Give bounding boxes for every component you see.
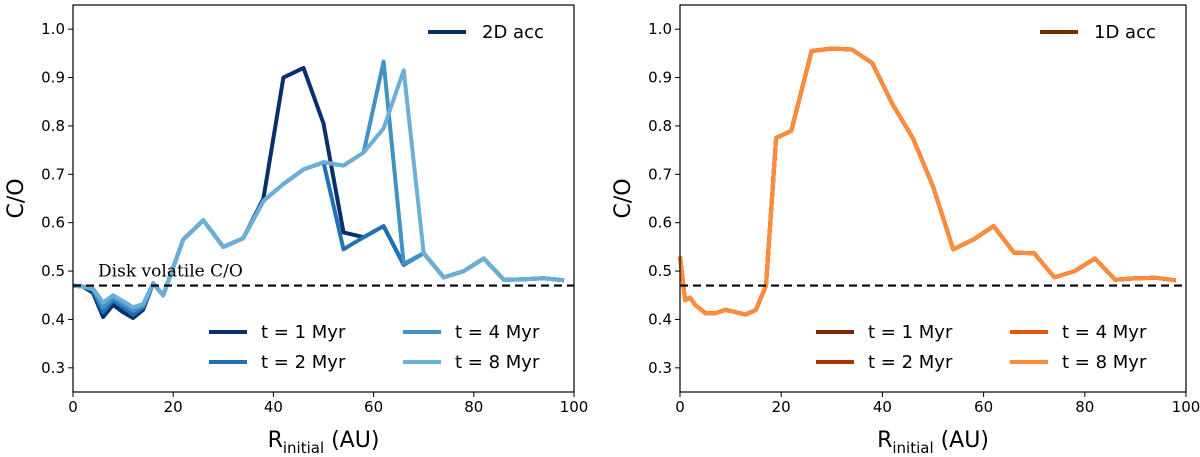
right-panel-series-1-line: [678, 46, 1177, 317]
left-panel-legend-label-3: t = 4 Myr: [455, 322, 540, 343]
right-panel-y-tick-label: 0.7: [648, 165, 672, 183]
right-panel-x-tick-label: 80: [1075, 398, 1094, 416]
right-panel-y-axis-label: C/O: [611, 178, 636, 218]
left-panel-x-tick-label: 0: [68, 398, 78, 416]
left-panel-x-tick-label: 40: [264, 398, 283, 416]
left-panel-axes-frame: [72, 4, 575, 393]
right-panel-top-legend: 1D acc: [1040, 22, 1156, 43]
right-panel-x-tick-label: 20: [772, 398, 791, 416]
left-panel-legend-label-2: t = 2 Myr: [261, 352, 346, 373]
right-panel-y-tick-label: 0.5: [648, 262, 672, 280]
right-panel-series-legend: t = 1 Myr t = 2 Myr t = 4 Myr t = 8 Myr: [816, 322, 1147, 373]
right-panel-y-tick-label: 0.6: [648, 214, 672, 232]
left-panel-y-tick-label: 1.0: [41, 20, 65, 38]
left-panel-y-tick-label: 0.3: [41, 359, 65, 377]
right-panel-legend-label-2: t = 2 Myr: [868, 352, 953, 373]
left-panel-y-tick-label: 0.8: [41, 117, 65, 135]
right-panel-y-tick-label: 0.9: [648, 69, 672, 87]
right-panel-x-tick-label: 0: [675, 398, 685, 416]
right-panel-legend-label-1: t = 1 Myr: [868, 322, 953, 343]
right-panel-series-3-line: [678, 46, 1177, 317]
left-panel-x-tick-label: 80: [464, 398, 483, 416]
right-panel-y-tick-label: 1.0: [648, 20, 672, 38]
left-panel-y-tick-label: 0.4: [41, 310, 65, 328]
left-panel-x-tick-label: 20: [164, 398, 183, 416]
left-panel: Disk volatile C/O 0 20 40 60 80 100 0.3 0.4 0.5 0.…: [4, 4, 589, 457]
right-panel-top-legend-label: 1D acc: [1094, 22, 1156, 43]
left-panel-y-tick-label: 0.7: [41, 165, 65, 183]
left-panel-series-2-line: [72, 160, 565, 317]
right-panel-y-tick-label: 0.8: [648, 117, 672, 135]
left-panel-y-tick-label: 0.5: [41, 262, 65, 280]
right-panel-x-tick-label: 60: [974, 398, 993, 416]
left-panel-x-tick-label: 60: [364, 398, 383, 416]
left-panel-y-tick-label: 0.6: [41, 214, 65, 232]
right-panel-series-4-line: [678, 46, 1177, 317]
right-panel-x-tick-label: 40: [873, 398, 892, 416]
right-panel-axes-frame: [679, 4, 1187, 393]
right-panel-x-tick-label: 100: [1172, 398, 1200, 416]
right-panel-y-tick-label: 0.4: [648, 310, 672, 328]
right-panel-y-tick-label: 0.3: [648, 359, 672, 377]
right-panel-series-2-line: [678, 46, 1177, 317]
right-panel: 0 20 40 60 80 100 0.3 0.4 0.5 0.6 0.7 0.8 0.9 1.0 Rini…: [611, 4, 1200, 457]
left-panel-series-legend: t = 1 Myr t = 2 Myr t = 4 Myr t = 8 Myr: [209, 322, 540, 373]
left-panel-top-legend: 2D acc: [428, 22, 544, 43]
left-panel-x-tick-label: 100: [560, 398, 589, 416]
left-panel-x-axis-label: Rinitial (AU): [268, 428, 380, 457]
left-panel-legend-label-1: t = 1 Myr: [261, 322, 346, 343]
left-panel-y-axis-label: C/O: [4, 178, 29, 218]
right-panel-x-axis-label: Rinitial (AU): [877, 428, 989, 457]
left-panel-reference-label: Disk volatile C/O: [98, 262, 243, 282]
left-panel-series-4-line: [72, 68, 565, 310]
left-panel-legend-label-4: t = 8 Myr: [455, 352, 540, 373]
right-panel-legend-label-3: t = 4 Myr: [1062, 322, 1147, 343]
left-panel-y-tick-label: 0.9: [41, 69, 65, 87]
right-panel-legend-label-4: t = 8 Myr: [1062, 352, 1147, 373]
left-panel-top-legend-label: 2D acc: [482, 22, 544, 43]
